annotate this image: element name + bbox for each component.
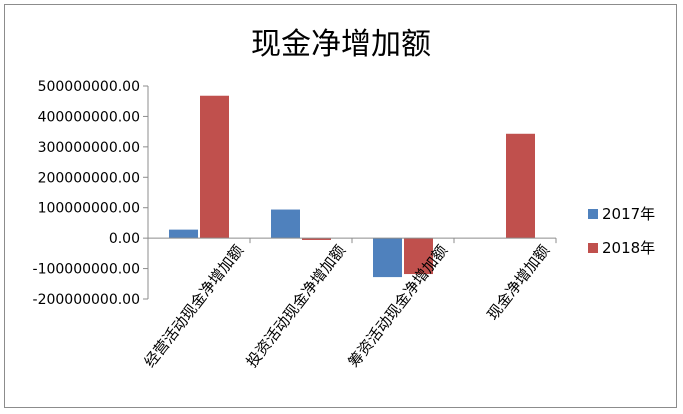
y-tick-label: 400000000.00: [38, 109, 140, 125]
chart-frame: [4, 4, 677, 408]
bar-2018-0: [200, 95, 229, 239]
y-axis: 500000000.00 400000000.00 300000000.00 2000…: [33, 79, 149, 308]
x-tick-label: 投资活动现金净增加额: [243, 242, 350, 371]
y-tick-label: 300000000.00: [38, 140, 140, 156]
bar-2018-2: [404, 238, 433, 275]
y-tick-label: 100000000.00: [38, 201, 140, 217]
bar-2018-3: [506, 133, 535, 239]
legend-swatch: [588, 243, 598, 253]
bar-2018-1: [302, 238, 331, 240]
y-tick-label: -200000000.00: [33, 292, 140, 308]
bar-2017-0: [169, 229, 198, 239]
chart-title: 现金净增加额: [251, 27, 431, 62]
y-tick-label: 0.00: [109, 231, 140, 247]
y-tick-label: 500000000.00: [38, 79, 140, 95]
x-tick-label: 现金净增加额: [484, 242, 554, 324]
y-tick-label: 200000000.00: [38, 170, 140, 186]
legend-label: 2017年: [602, 205, 655, 223]
y-tick-label: -100000000.00: [33, 262, 140, 278]
x-tick-label: 经营活动现金净增加额: [141, 242, 248, 371]
bar-2017-1: [271, 209, 300, 239]
legend-swatch: [588, 209, 598, 219]
bars: [169, 95, 535, 278]
legend-label: 2018年: [602, 239, 655, 257]
legend: 2017年 2018年: [588, 205, 655, 257]
bar-2017-2: [373, 238, 402, 278]
